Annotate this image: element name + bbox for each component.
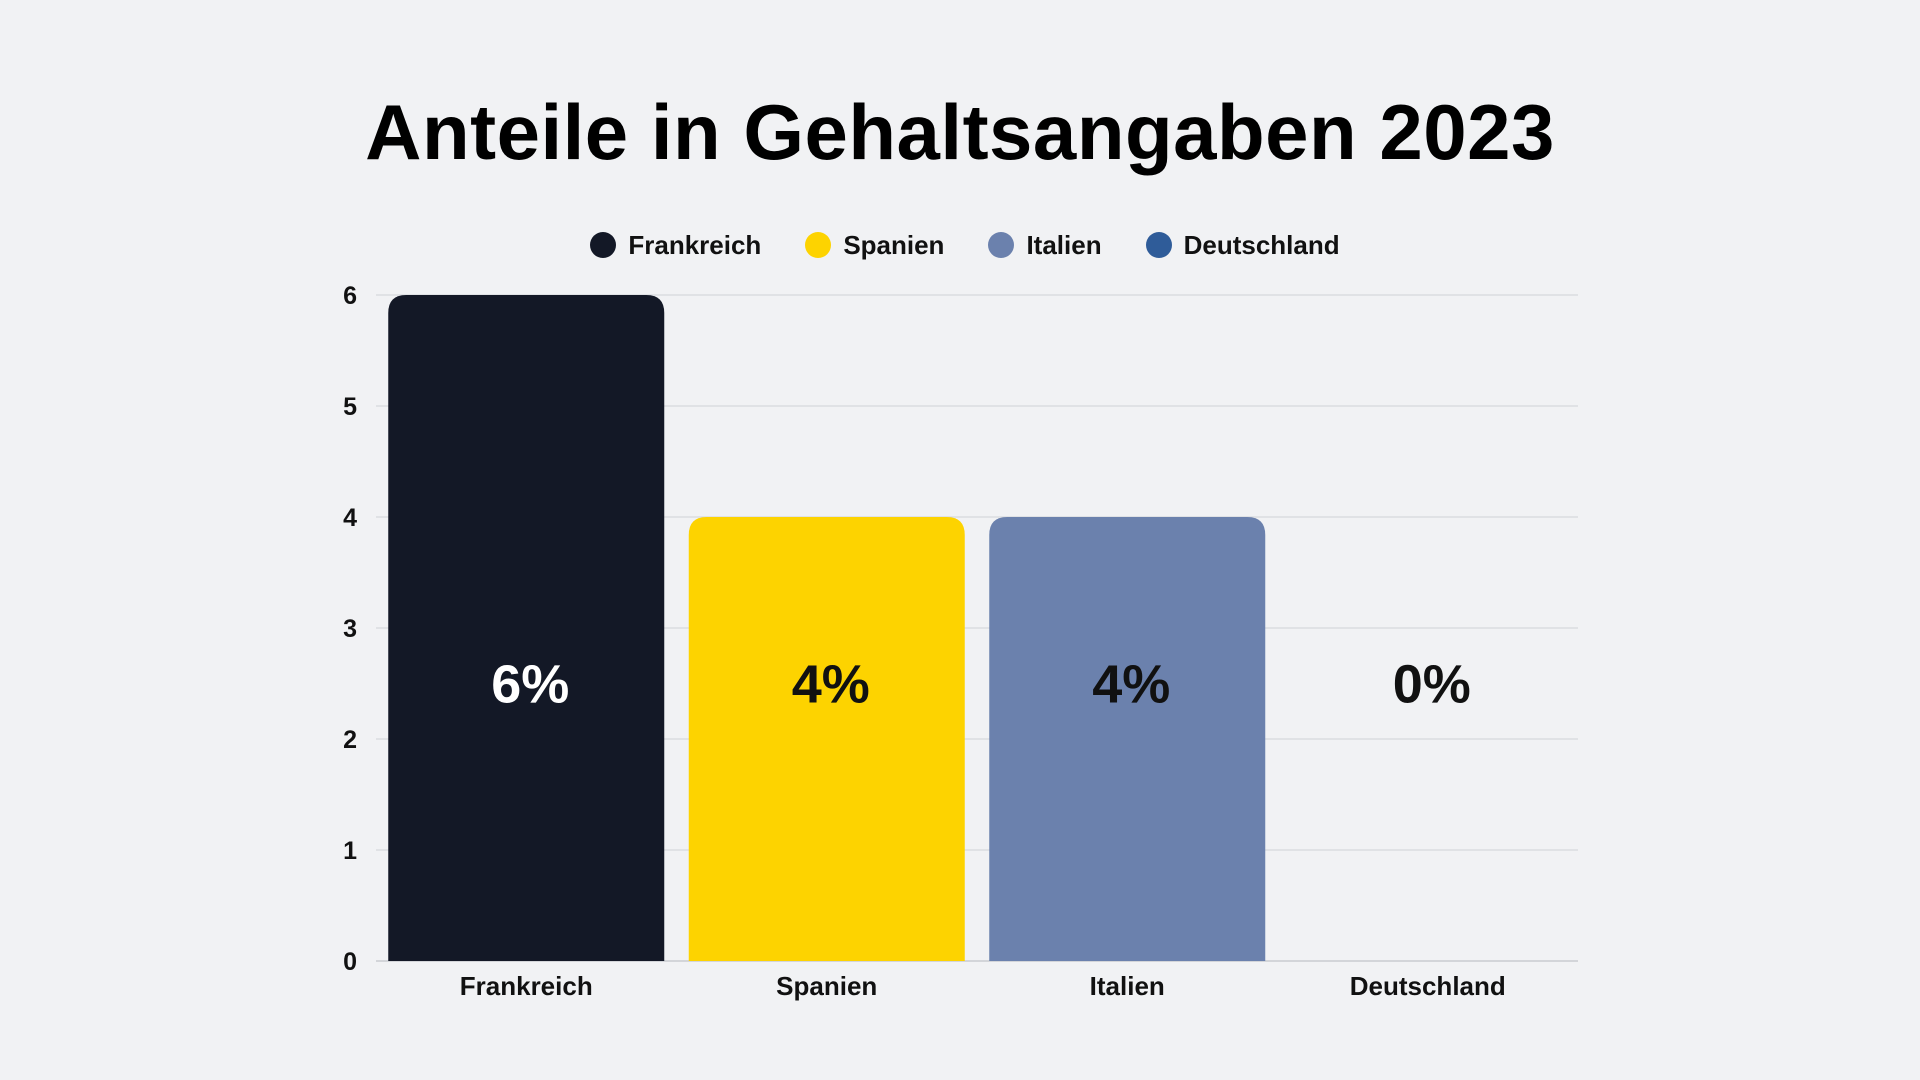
x-axis-ticks: Frankreich Spanien Italien Deutschland xyxy=(460,971,1506,1001)
x-tick-label: Frankreich xyxy=(460,971,593,1001)
legend-item-frankreich: Frankreich xyxy=(590,230,761,261)
bars xyxy=(388,295,1266,961)
legend-swatch-frankreich xyxy=(590,232,617,258)
legend-swatch-italien xyxy=(988,232,1015,258)
legend-label-italien: Italien xyxy=(1026,229,1102,260)
legend-label-frankreich: Frankreich xyxy=(628,229,762,260)
legend-swatch-deutschland xyxy=(1145,232,1172,258)
data-label-deutschland: 0% xyxy=(1393,655,1471,715)
legend-label-spanien: Spanien xyxy=(843,229,945,260)
chart-legend: Frankreich Spanien Italien Deutschland xyxy=(0,228,1920,262)
legend-item-spanien: Spanien xyxy=(805,230,944,261)
legend-swatch-spanien xyxy=(805,232,832,258)
y-tick-label: 1 xyxy=(343,837,357,865)
legend-item-italien: Italien xyxy=(988,229,1102,261)
legend-label-deutschland: Deutschland xyxy=(1183,229,1340,260)
chart-title: Anteile in Gehaltsangaben 2023 xyxy=(365,88,1555,176)
bar-frankreich xyxy=(388,295,665,961)
bar-spanien xyxy=(688,517,965,961)
legend-item-deutschland: Deutschland xyxy=(1145,229,1340,261)
y-tick-label: 6 xyxy=(343,282,357,310)
y-tick-label: 3 xyxy=(343,615,357,643)
data-label-spanien: 4% xyxy=(792,655,870,715)
data-labels: 6% 4% 4% 0% xyxy=(491,655,1471,715)
data-label-frankreich: 6% xyxy=(491,655,569,715)
y-tick-label: 5 xyxy=(343,393,357,421)
y-axis-ticks: 0 1 2 3 4 5 6 xyxy=(343,282,357,976)
x-tick-label: Spanien xyxy=(776,971,877,1001)
x-tick-label: Italien xyxy=(1090,971,1165,1001)
y-tick-label: 4 xyxy=(343,504,357,532)
bar-italien xyxy=(989,517,1266,961)
data-label-italien: 4% xyxy=(1092,655,1170,715)
y-tick-label: 0 xyxy=(343,948,357,976)
x-tick-label: Deutschland xyxy=(1350,971,1506,1001)
y-tick-label: 2 xyxy=(343,726,357,754)
